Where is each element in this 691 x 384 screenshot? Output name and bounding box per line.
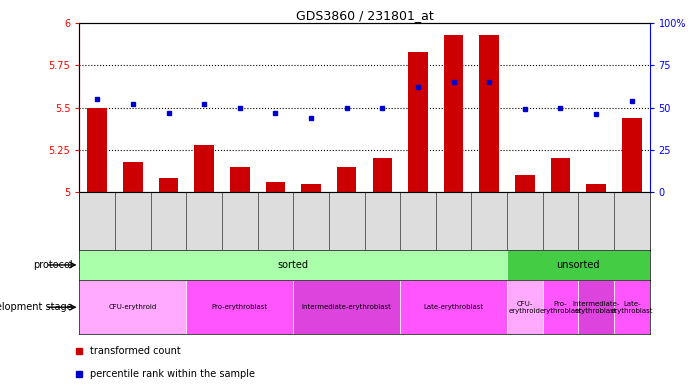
Text: CFU-erythroid: CFU-erythroid [108, 304, 157, 310]
Bar [507, 250, 650, 280]
Bar [79, 250, 507, 280]
Bar [230, 167, 249, 192]
Text: development stage: development stage [0, 302, 73, 312]
Text: Pro-
erythroblast: Pro- erythroblast [539, 301, 582, 314]
Text: Intermediate-
erythroblast: Intermediate- erythroblast [572, 301, 620, 314]
Title: GDS3860 / 231801_at: GDS3860 / 231801_at [296, 9, 433, 22]
Bar [194, 145, 214, 192]
Bar [187, 280, 293, 334]
Bar [515, 175, 535, 192]
Text: Late-erythroblast: Late-erythroblast [424, 304, 484, 310]
Bar [444, 35, 464, 192]
Bar [614, 280, 650, 334]
Text: Pro-erythroblast: Pro-erythroblast [211, 304, 268, 310]
Text: unsorted: unsorted [556, 260, 600, 270]
Bar [408, 52, 428, 192]
Bar [123, 162, 143, 192]
Bar [551, 158, 570, 192]
Text: percentile rank within the sample: percentile rank within the sample [90, 369, 255, 379]
Bar [586, 184, 606, 192]
Text: CFU-
erythroid: CFU- erythroid [509, 301, 541, 314]
Bar [265, 182, 285, 192]
Bar [578, 280, 614, 334]
Bar [400, 280, 507, 334]
Text: transformed count: transformed count [90, 346, 180, 356]
Bar [301, 184, 321, 192]
Bar [88, 108, 107, 192]
Bar [293, 280, 400, 334]
Bar [337, 167, 357, 192]
Text: Intermediate-erythroblast: Intermediate-erythroblast [302, 304, 392, 310]
Text: protocol: protocol [33, 260, 73, 270]
Bar [542, 280, 578, 334]
Bar [79, 280, 187, 334]
Text: Late-
erythroblast: Late- erythroblast [610, 301, 653, 314]
Text: sorted: sorted [278, 260, 309, 270]
Bar [622, 118, 641, 192]
Bar [480, 35, 499, 192]
Bar [507, 280, 542, 334]
Bar [159, 179, 178, 192]
Bar [372, 158, 392, 192]
